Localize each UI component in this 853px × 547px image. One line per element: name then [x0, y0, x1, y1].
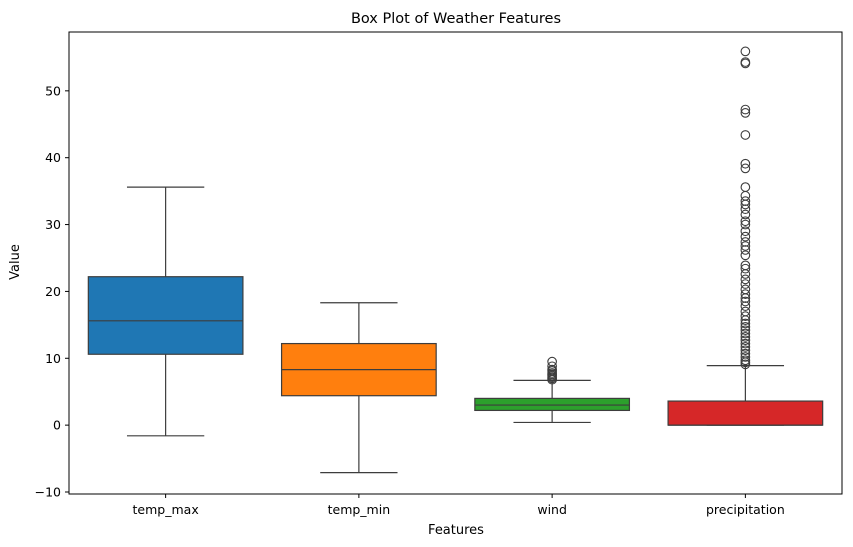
outlier-point [740, 196, 751, 207]
outlier-point [740, 338, 751, 349]
iqr-box [474, 397, 631, 412]
outlier-point [740, 296, 751, 307]
outlier-point [740, 231, 751, 242]
outlier-point [740, 226, 751, 237]
outlier-point [740, 274, 751, 285]
outlier-point [740, 219, 751, 230]
outlier-point [740, 325, 751, 336]
outlier-point [740, 57, 751, 67]
outlier-point [740, 104, 751, 115]
outlier-point [740, 348, 751, 359]
y-tick-label: 30 [45, 217, 61, 232]
axes: temp_max temp_min wind precipitation −10 0 10 2… [35, 31, 843, 517]
outlier-point [740, 190, 751, 201]
x-tick-label: temp_min [328, 502, 391, 517]
box-temp_max [87, 186, 244, 437]
outlier-point [740, 182, 751, 192]
outlier-point [740, 279, 751, 289]
outlier-point [740, 216, 751, 227]
outlier-point [547, 364, 557, 375]
outlier-point [547, 356, 557, 367]
plot-area [87, 46, 824, 474]
outlier-point [740, 108, 751, 118]
y-tick-label: 40 [45, 150, 61, 165]
outlier-point [740, 250, 751, 261]
outlier-point [740, 301, 751, 311]
outlier-point [740, 335, 751, 346]
x-tick-label: wind [537, 502, 567, 517]
outlier-point [740, 263, 751, 274]
outlier-point [740, 318, 751, 329]
y-axis-label: Value [8, 244, 23, 280]
outlier-point [740, 260, 751, 271]
iqr-box [667, 400, 824, 426]
outlier-point [740, 209, 751, 220]
iqr-box [87, 276, 244, 355]
chart-title: Box Plot of Weather Features [351, 11, 561, 27]
outlier-point [740, 311, 751, 322]
outlier-point [740, 332, 751, 342]
outlier-point [740, 163, 751, 174]
y-tick-label: 20 [45, 284, 61, 299]
x-tick-label: precipitation [706, 502, 785, 517]
outlier-point [740, 158, 751, 169]
outlier-point [740, 306, 751, 317]
outlier-point [740, 241, 751, 251]
box-wind [474, 356, 631, 424]
box-temp_min [280, 302, 437, 474]
outlier-point [740, 352, 751, 362]
outlier-point [740, 345, 751, 356]
outlier-point [740, 289, 751, 299]
y-tick-label: −10 [35, 484, 61, 499]
outlier-point [740, 237, 751, 247]
y-tick-label: 0 [53, 418, 61, 433]
y-tick-label: 50 [45, 83, 61, 98]
x-axis-label: Features [428, 523, 484, 538]
box-precipitation [667, 46, 824, 426]
outlier-point [740, 46, 751, 57]
outlier-point [740, 342, 751, 352]
outlier-point [740, 328, 751, 339]
outlier-point [740, 284, 751, 295]
outlier-point [740, 355, 751, 366]
outlier-point [740, 204, 751, 215]
x-tick-label: temp_max [133, 502, 199, 517]
outlier-point [547, 361, 557, 372]
plot-frame [68, 31, 843, 495]
outlier-point [740, 130, 751, 140]
outlier-point [740, 322, 751, 332]
y-tick-label: 10 [45, 351, 61, 366]
outlier-point [740, 245, 751, 255]
